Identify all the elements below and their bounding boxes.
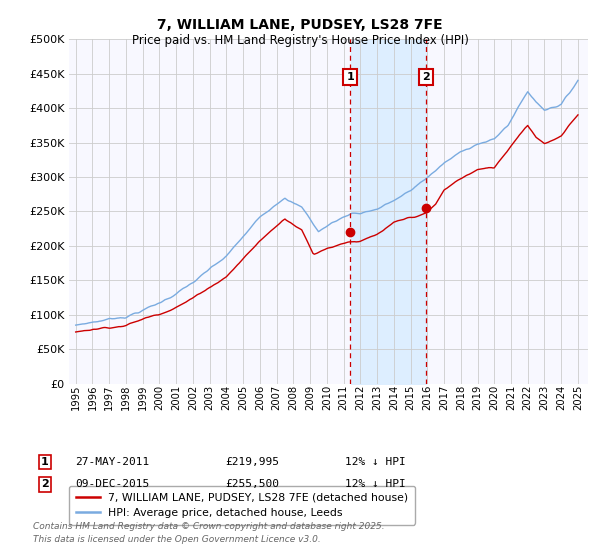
Text: £255,500: £255,500 (225, 479, 279, 489)
Text: 2: 2 (422, 72, 430, 82)
Text: 1: 1 (346, 72, 354, 82)
Text: 1: 1 (41, 457, 49, 467)
Text: Price paid vs. HM Land Registry's House Price Index (HPI): Price paid vs. HM Land Registry's House … (131, 34, 469, 47)
Text: 12% ↓ HPI: 12% ↓ HPI (345, 479, 406, 489)
Text: Contains HM Land Registry data © Crown copyright and database right 2025.
This d: Contains HM Land Registry data © Crown c… (33, 522, 385, 544)
Legend: 7, WILLIAM LANE, PUDSEY, LS28 7FE (detached house), HPI: Average price, detached: 7, WILLIAM LANE, PUDSEY, LS28 7FE (detac… (69, 486, 415, 525)
Text: 09-DEC-2015: 09-DEC-2015 (75, 479, 149, 489)
Text: £219,995: £219,995 (225, 457, 279, 467)
Text: 2: 2 (41, 479, 49, 489)
Text: 7, WILLIAM LANE, PUDSEY, LS28 7FE: 7, WILLIAM LANE, PUDSEY, LS28 7FE (157, 18, 443, 32)
Text: 27-MAY-2011: 27-MAY-2011 (75, 457, 149, 467)
Text: 12% ↓ HPI: 12% ↓ HPI (345, 457, 406, 467)
